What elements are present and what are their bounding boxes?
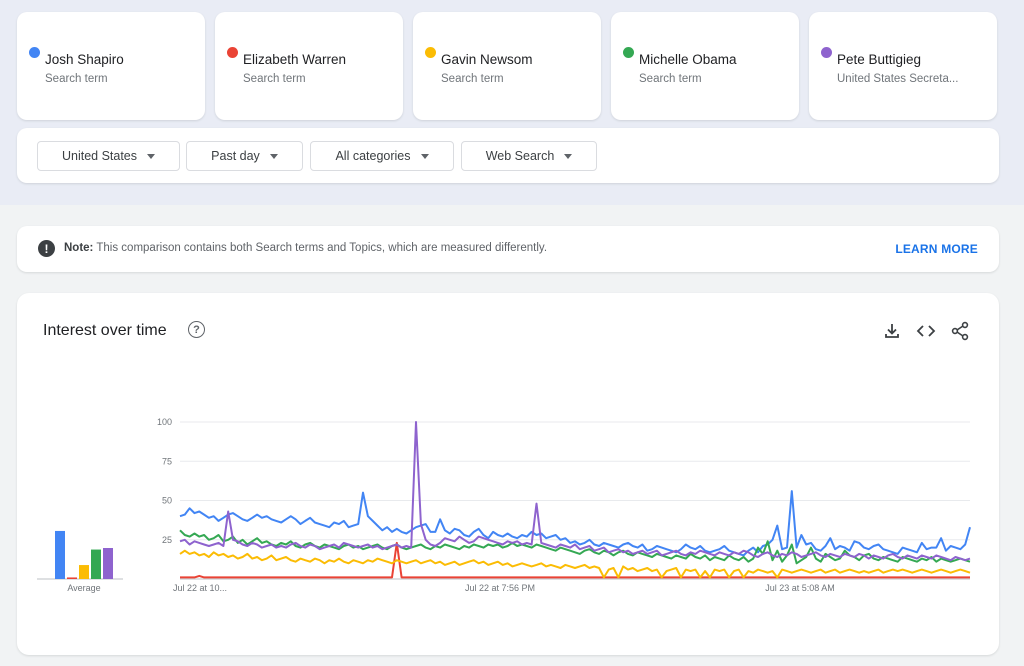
info-icon: ! xyxy=(38,240,55,257)
interest-line-chart: 100 75 50 25 Jul 22 at 10... Jul 22 at 7:56 P… xyxy=(157,417,971,593)
time-range-dropdown[interactable]: Past day xyxy=(186,141,303,171)
term-type: United States Secreta... xyxy=(837,73,959,85)
notice-body: This comparison contains both Search ter… xyxy=(93,242,548,254)
term-name: Michelle Obama xyxy=(639,52,737,67)
notice-text: Note: This comparison contains both Sear… xyxy=(64,242,547,254)
term-type: Search term xyxy=(45,73,108,85)
help-icon[interactable]: ? xyxy=(188,321,205,338)
caret-down-icon xyxy=(564,153,573,159)
term-color-dot xyxy=(425,47,436,58)
term-name: Josh Shapiro xyxy=(45,52,124,67)
series-line-michelle-obama xyxy=(179,529,971,565)
term-color-dot xyxy=(227,47,238,58)
average-bar xyxy=(91,549,101,579)
term-card-josh-shapiro[interactable]: Josh Shapiro Search term xyxy=(17,12,205,120)
caret-down-icon xyxy=(420,153,429,159)
embed-code-icon[interactable] xyxy=(915,320,937,342)
average-bar xyxy=(67,577,77,579)
search-property-dropdown-label: Web Search xyxy=(485,149,555,163)
term-type: Search term xyxy=(243,73,306,85)
time-range-dropdown-label: Past day xyxy=(211,149,260,163)
term-name: Elizabeth Warren xyxy=(243,52,347,67)
series-line-gavin-newsom xyxy=(179,549,971,579)
search-property-dropdown[interactable]: Web Search xyxy=(461,141,597,171)
term-card-michelle-obama[interactable]: Michelle Obama Search term xyxy=(611,12,799,120)
average-bar-chart: Average xyxy=(37,530,123,593)
caret-down-icon xyxy=(147,153,156,159)
x-tick-label: Jul 22 at 10... xyxy=(173,583,227,593)
filter-bar: United States Past day All categories We… xyxy=(17,128,999,183)
caret-down-icon xyxy=(269,153,278,159)
panel-title: Interest over time xyxy=(43,322,167,339)
region-dropdown-label: United States xyxy=(61,149,138,163)
term-type: Search term xyxy=(441,73,504,85)
y-tick-label: 75 xyxy=(162,456,172,466)
interest-over-time-panel: Interest over time ? Average 100 75 50 25 Ju… xyxy=(17,293,999,655)
category-dropdown[interactable]: All categories xyxy=(310,141,454,171)
share-icon[interactable] xyxy=(949,320,971,342)
x-tick-label: Jul 22 at 7:56 PM xyxy=(465,583,535,593)
term-color-dot xyxy=(29,47,40,58)
term-color-dot xyxy=(821,47,832,58)
term-card-gavin-newsom[interactable]: Gavin Newsom Search term xyxy=(413,12,601,120)
term-type: Search term xyxy=(639,73,702,85)
x-tick-label: Jul 23 at 5:08 AM xyxy=(765,583,835,593)
learn-more-link[interactable]: LEARN MORE xyxy=(895,242,978,256)
average-bar xyxy=(79,565,89,579)
average-label: Average xyxy=(67,583,100,593)
average-bar xyxy=(55,530,65,579)
y-tick-label: 100 xyxy=(157,417,172,427)
term-name: Pete Buttigieg xyxy=(837,52,922,67)
term-color-dot xyxy=(623,47,634,58)
series-line-josh-shapiro xyxy=(179,490,971,557)
term-card-elizabeth-warren[interactable]: Elizabeth Warren Search term xyxy=(215,12,403,120)
notice-label: Note: xyxy=(64,242,94,254)
term-name: Gavin Newsom xyxy=(441,52,533,67)
series-line-pete-buttigieg xyxy=(179,421,971,562)
region-dropdown[interactable]: United States xyxy=(37,141,180,171)
category-dropdown-label: All categories xyxy=(335,149,411,163)
average-bar xyxy=(103,548,113,579)
compare-terms: Josh Shapiro Search term Elizabeth Warre… xyxy=(17,12,997,120)
comparison-notice: ! Note: This comparison contains both Se… xyxy=(17,226,999,272)
term-card-pete-buttigieg[interactable]: Pete Buttigieg United States Secreta... xyxy=(809,12,997,120)
y-tick-label: 50 xyxy=(162,496,172,506)
series-line-elizabeth-warren xyxy=(180,541,970,579)
y-tick-label: 25 xyxy=(162,535,172,545)
download-icon[interactable] xyxy=(881,320,903,342)
